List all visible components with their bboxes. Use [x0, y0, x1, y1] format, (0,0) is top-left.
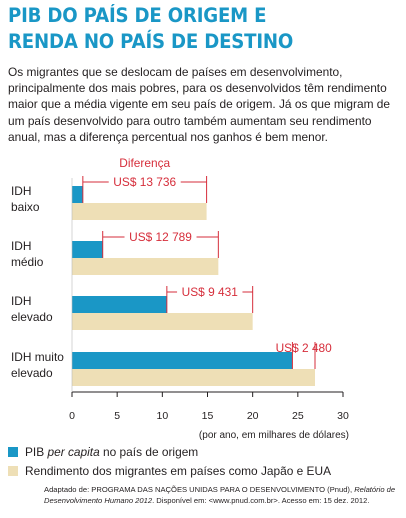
- pib-bar: [72, 241, 103, 258]
- income-bar: [72, 258, 219, 275]
- difference-label: US$ 13 736: [113, 175, 176, 189]
- legend-swatch-pib: [8, 447, 18, 457]
- category-label: baixo: [11, 200, 40, 214]
- legend: PIB per capita no país de origem Rendime…: [8, 444, 403, 482]
- category-label: IDH: [11, 239, 31, 253]
- legend-label-income: Rendimento dos migrantes em países como …: [25, 464, 332, 478]
- pib-bar: [72, 352, 293, 369]
- bar-chart: IDH baixo US$ 13 736 IDH médio US$ 12 789 IDH e…: [11, 156, 349, 441]
- pib-bar: [72, 186, 83, 203]
- difference-label: US$ 9 431: [182, 285, 239, 299]
- income-bar: [72, 313, 253, 330]
- income-bar: [72, 203, 207, 220]
- difference-label: US$ 12 789: [129, 230, 192, 244]
- category-label: elevado: [11, 366, 53, 380]
- category-label: elevado: [11, 310, 53, 324]
- x-tick-label: 20: [247, 410, 259, 422]
- difference-label: US$ 2 480: [276, 341, 333, 355]
- legend-item-income: Rendimento dos migrantes em países como …: [8, 463, 403, 479]
- category-label: IDH: [11, 294, 31, 308]
- title-line: PIB DO PAÍS DE ORIGEM E: [8, 4, 267, 27]
- intro-text: Os migrantes que se deslocam de países e…: [8, 65, 391, 144]
- category-label: IDH muito: [11, 350, 64, 364]
- page-title: PIB DO PAÍS DE ORIGEM E RENDA NO PAÍS DE…: [8, 3, 371, 55]
- legend-item-pib: PIB per capita no país de origem: [8, 444, 403, 460]
- x-tick-label: 30: [337, 410, 349, 422]
- legend-label-pib: PIB per capita no país de origem: [25, 445, 199, 459]
- category-label: médio: [11, 255, 44, 269]
- income-bar: [72, 369, 315, 386]
- pib-bar: [72, 296, 167, 313]
- source-note: Adaptado de: PROGRAMA DAS NAÇÕES UNIDAS …: [44, 485, 396, 505]
- difference-title: Diferença: [119, 156, 170, 170]
- legend-swatch-income: [8, 466, 18, 476]
- x-tick-label: 15: [202, 410, 214, 422]
- x-axis-label: (por ano, em milhares de dólares): [199, 430, 349, 441]
- x-tick-label: 10: [156, 410, 168, 422]
- title-line: RENDA NO PAÍS DE DESTINO: [8, 30, 294, 53]
- x-tick-label: 5: [114, 410, 120, 422]
- x-tick-label: 0: [69, 410, 75, 422]
- x-tick-label: 25: [292, 410, 304, 422]
- category-label: IDH: [11, 184, 31, 198]
